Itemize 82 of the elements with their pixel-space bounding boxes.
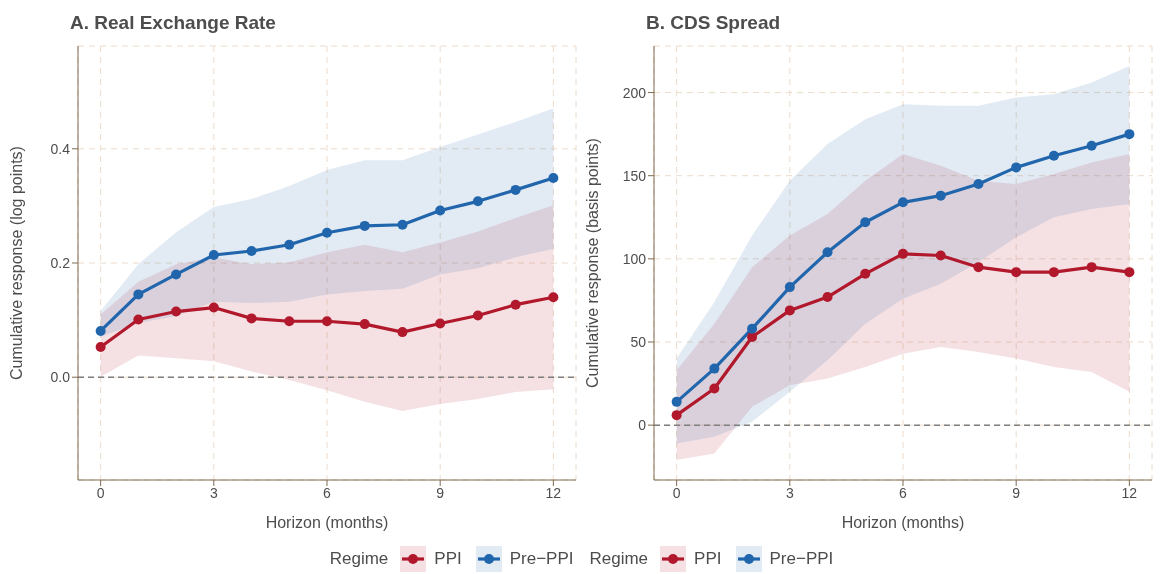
x-tick-label: 3 <box>209 484 218 501</box>
x-tick-label: 3 <box>785 484 794 501</box>
x-tick-label: 9 <box>1012 484 1021 501</box>
point <box>709 383 720 394</box>
y-axis-title: Cumulative response (log points) <box>7 146 25 380</box>
point <box>208 302 219 313</box>
point <box>860 217 871 228</box>
x-axis-title: Horizon (months) <box>265 514 389 531</box>
point <box>747 323 758 334</box>
point <box>671 396 682 407</box>
point <box>397 327 408 338</box>
point <box>784 282 795 293</box>
x-axis-title: Horizon (months) <box>841 514 965 531</box>
x-tick-label: 0 <box>96 484 105 501</box>
point <box>860 268 871 279</box>
point <box>822 247 833 258</box>
point <box>1011 267 1022 278</box>
point <box>822 292 833 303</box>
point <box>472 310 483 321</box>
point <box>1124 267 1135 278</box>
point <box>1124 129 1135 140</box>
legend-label: Pre−PPI <box>509 549 574 569</box>
legend-label: Pre−PPI <box>769 549 834 569</box>
point <box>284 316 295 327</box>
y-tick-label: 0.0 <box>50 369 71 386</box>
point <box>973 262 984 273</box>
legend-label: PPI <box>434 549 462 569</box>
x-tick-label: 6 <box>323 484 332 501</box>
point <box>133 289 144 300</box>
point <box>95 341 106 352</box>
point <box>709 363 720 374</box>
point <box>171 306 182 317</box>
x-tick-label: 9 <box>436 484 445 501</box>
point <box>322 227 332 238</box>
point <box>548 172 559 183</box>
point <box>548 292 559 303</box>
y-tick-label: 0 <box>638 417 647 434</box>
point <box>784 305 795 316</box>
point <box>171 269 182 280</box>
point <box>898 197 908 208</box>
point <box>397 219 408 230</box>
legend-title: Regime <box>589 549 649 569</box>
chart-title: B. CDS Spread <box>645 11 782 35</box>
y-axis-title: Cumulative response (basis points) <box>583 138 601 388</box>
y-tick-label: 150 <box>622 167 647 184</box>
point <box>322 316 332 327</box>
point <box>510 184 521 195</box>
point <box>208 250 219 261</box>
point <box>671 410 682 421</box>
point <box>359 220 370 231</box>
x-tick-label: 12 <box>545 484 562 501</box>
point <box>95 325 106 336</box>
point <box>510 299 521 310</box>
y-tick-label: 50 <box>630 333 647 350</box>
point <box>1048 150 1059 161</box>
point <box>435 205 446 216</box>
legend-title: Regime <box>329 549 389 569</box>
chart-title: A. Real Exchange Rate <box>69 11 277 35</box>
point <box>133 314 144 325</box>
point <box>1011 162 1022 173</box>
y-tick-label: 0.2 <box>50 254 71 271</box>
legend-label: PPI <box>694 549 722 569</box>
point <box>935 250 946 261</box>
y-tick-label: 100 <box>622 250 647 267</box>
y-tick-label: 0.4 <box>50 140 71 157</box>
point <box>435 318 446 329</box>
point <box>472 196 483 207</box>
point <box>935 190 946 201</box>
point <box>1086 262 1097 273</box>
x-tick-label: 0 <box>672 484 681 501</box>
point <box>747 332 758 342</box>
point <box>359 319 370 330</box>
point <box>246 313 257 324</box>
point <box>973 179 984 190</box>
x-tick-label: 6 <box>899 484 908 501</box>
point <box>1086 140 1097 151</box>
y-tick-label: 200 <box>622 84 647 101</box>
point <box>1048 267 1059 278</box>
x-tick-label: 12 <box>1121 484 1138 501</box>
point <box>246 246 257 257</box>
point <box>898 248 908 259</box>
point <box>284 239 295 250</box>
